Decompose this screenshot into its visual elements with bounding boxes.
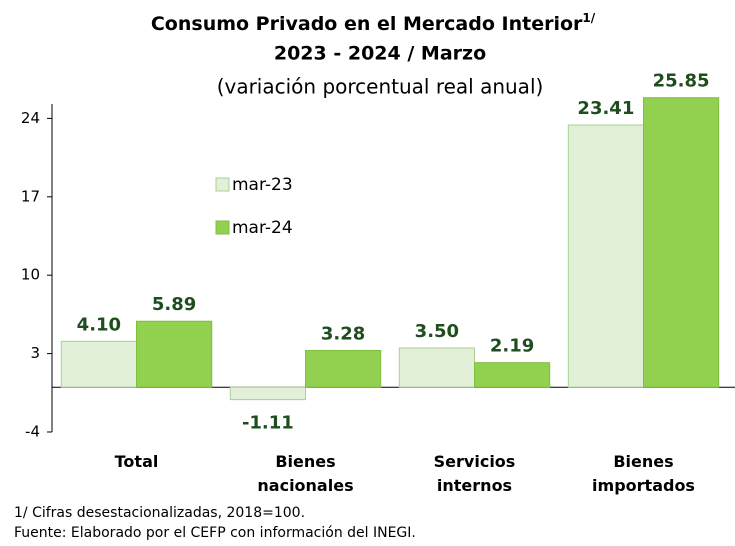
bar [567,124,644,388]
bar [474,362,551,388]
x-tick-label: Bienes nacionales [257,452,354,495]
title-note: 1/ [582,11,595,25]
source-note: Fuente: Elaborado por el CEFP con inform… [14,525,416,541]
x-tick-label: Servicios internos [433,452,516,495]
legend-swatch [215,220,230,235]
subtitle: 2023 - 2024 / Marzo [274,43,486,65]
x-tick-label: Bienes importados [592,452,695,495]
chart-title: Consumo Privado en el Mercado Interior1/ [151,11,596,35]
data-label: -1.11 [242,413,294,434]
data-label: 3.50 [415,321,459,342]
legend-swatch [215,177,230,192]
y-tick-label: 24 [21,109,40,127]
bar [60,340,137,388]
bar [305,349,382,388]
y-tick-label: -4 [25,423,40,441]
data-label: 5.89 [152,294,196,315]
subtitle: (variación porcentual real anual) [217,75,544,99]
legend-label: mar-24 [232,218,293,238]
y-tick-label: 17 [21,187,40,205]
y-tick-label: 10 [21,266,40,284]
bar [643,97,720,388]
title-text: Consumo Privado en el Mercado Interior [151,13,583,35]
y-tick-label: 3 [30,344,40,362]
data-label: 23.41 [577,98,634,119]
data-label: 3.28 [321,323,365,344]
bar [229,386,306,401]
legend-label: mar-23 [232,175,293,195]
bar [136,320,213,388]
x-tick-label: Total [114,452,159,471]
data-label: 2.19 [490,336,534,357]
data-label: 4.10 [77,314,121,335]
data-label: 25.85 [653,71,710,92]
footnote: 1/ Cifras desestacionalizadas, 2018=100. [14,505,306,521]
bar [398,347,476,388]
